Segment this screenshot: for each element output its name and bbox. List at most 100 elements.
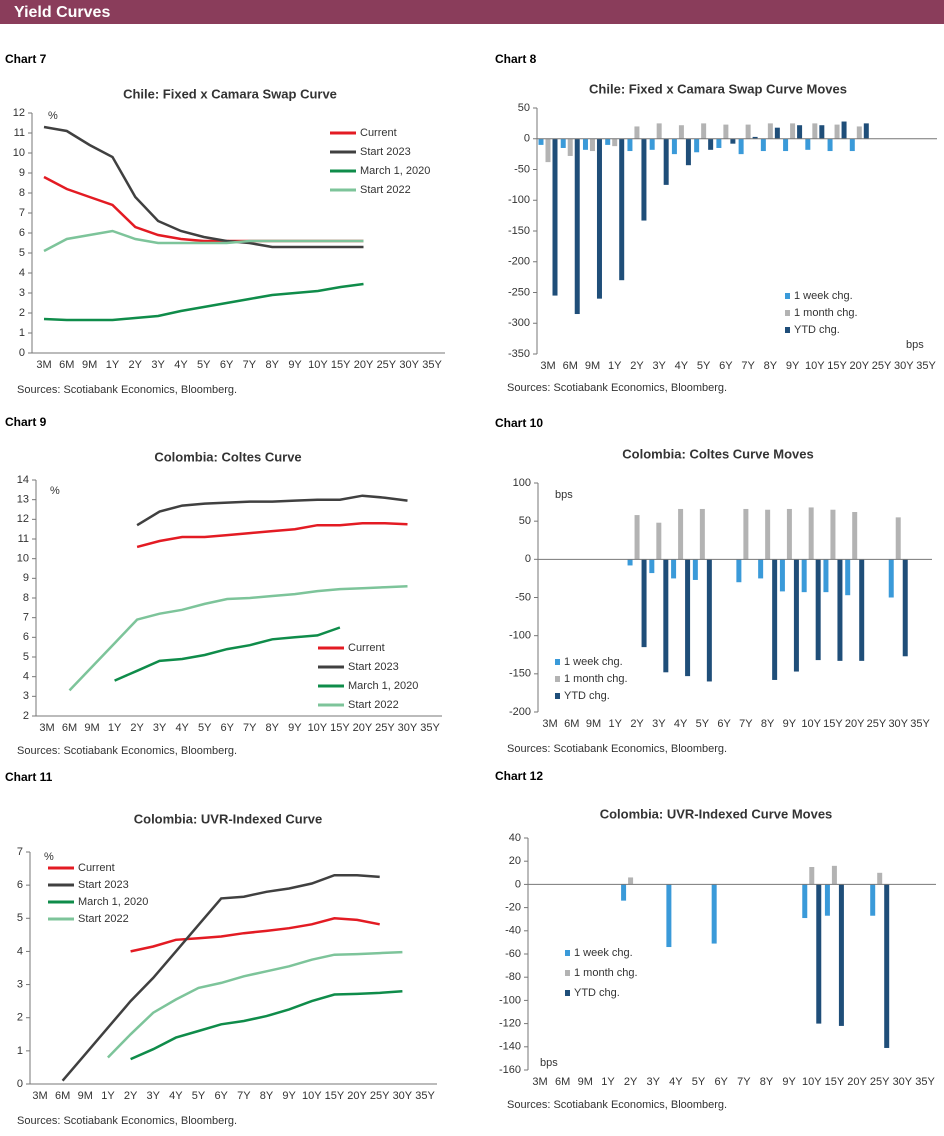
legend-swatch (785, 310, 790, 316)
x-tick-label: 2Y (124, 1090, 138, 1102)
x-tick-label: 6Y (221, 722, 235, 734)
x-tick-label: 1Y (608, 360, 622, 372)
bar (808, 507, 814, 560)
chart-title: Colombia: Coltes Curve (154, 449, 301, 464)
bar (627, 138, 633, 152)
y-tick-label: 10 (13, 147, 25, 159)
chart-label: Chart 11 (5, 770, 53, 784)
y-tick-label: 11 (14, 127, 25, 139)
y-tick-label: 6 (17, 879, 23, 891)
y-tick-label: -200 (508, 256, 530, 268)
x-tick-label: 10Y (801, 718, 821, 730)
y-tick-label: 5 (19, 247, 25, 259)
x-tick-label: 20Y (845, 718, 865, 730)
bar (663, 138, 669, 185)
x-tick-label: 30Y (888, 718, 908, 730)
x-tick-label: 8Y (761, 718, 775, 730)
bar (656, 123, 662, 139)
bar (560, 138, 566, 148)
bar (716, 138, 722, 148)
bar (824, 884, 830, 916)
x-tick-label: 20Y (353, 722, 373, 734)
x-tick-label: 10Y (805, 360, 825, 372)
bar (783, 138, 789, 152)
legend-label: YTD chg. (564, 690, 610, 702)
x-tick-label: 15Y (827, 360, 847, 372)
x-tick-label: 9Y (782, 1076, 796, 1088)
x-tick-label: 30Y (894, 360, 914, 372)
x-tick-label: 6M (563, 360, 578, 372)
x-tick-label: 10Y (302, 1090, 322, 1102)
legend-label: Start 2023 (360, 146, 411, 158)
x-tick-label: 5Y (692, 1076, 706, 1088)
y-tick-label: 6 (23, 631, 29, 643)
y-tick-label: 3 (23, 690, 29, 702)
bar (859, 559, 865, 661)
y-tick-label: 7 (17, 846, 23, 858)
legend-label: Start 2023 (348, 661, 399, 673)
bar (656, 522, 662, 560)
bar (552, 138, 558, 296)
x-tick-label: 6Y (714, 1076, 728, 1088)
x-tick-label: 9Y (786, 360, 800, 372)
y-tick-label: 0 (17, 1078, 23, 1090)
bar (812, 123, 818, 139)
chart-label: Chart 8 (495, 52, 537, 66)
x-tick-label: 15Y (823, 718, 843, 730)
y-tick-label: -250 (508, 286, 530, 298)
x-tick-label: 30Y (393, 1090, 413, 1102)
x-tick-label: 7Y (243, 359, 257, 371)
bar (612, 138, 618, 147)
x-tick-label: 3M (532, 1076, 547, 1088)
y-tick-label: 12 (17, 513, 29, 525)
y-tick-label: -160 (499, 1064, 521, 1076)
bar (767, 123, 773, 139)
bar (621, 884, 627, 901)
x-tick-label: 5Y (197, 359, 211, 371)
legend-swatch (555, 693, 560, 699)
x-tick-label: 3Y (153, 722, 167, 734)
y-tick-label: 8 (23, 592, 29, 604)
bar (545, 138, 551, 163)
x-tick-label: 9Y (288, 722, 302, 734)
x-tick-label: 3M (542, 718, 557, 730)
bar (801, 559, 807, 593)
bar (685, 138, 691, 166)
bar (538, 138, 544, 145)
x-tick-label: 4Y (675, 360, 689, 372)
series-line (136, 494, 408, 527)
chart-label: Chart 10 (495, 416, 543, 430)
series-line (136, 522, 408, 549)
x-tick-label: 5Y (198, 722, 212, 734)
legend-label: 1 month chg. (574, 967, 638, 979)
x-tick-label: 25Y (370, 1090, 390, 1102)
x-tick-label: 10Y (308, 359, 328, 371)
bar (816, 884, 822, 1024)
x-tick-label: 6M (59, 359, 74, 371)
chart-label: Chart 7 (5, 52, 47, 66)
y-unit: bps (540, 1057, 558, 1069)
bar (736, 559, 742, 583)
bar (752, 136, 758, 139)
bar (760, 138, 766, 152)
x-tick-label: 10Y (308, 722, 328, 734)
x-tick-label: 7Y (739, 718, 753, 730)
x-tick-label: 20Y (850, 360, 870, 372)
x-tick-label: 6M (555, 1076, 570, 1088)
x-tick-label: 4Y (174, 359, 188, 371)
y-tick-label: -120 (499, 1018, 521, 1030)
x-tick-label: 6Y (719, 360, 733, 372)
x-tick-label: 3Y (647, 1076, 661, 1088)
bar (877, 872, 883, 885)
y-tick-label: -100 (499, 994, 521, 1006)
legend-label: Start 2023 (78, 879, 129, 891)
y-tick-label: 9 (19, 167, 25, 179)
bar (701, 123, 707, 139)
y-tick-label: 5 (17, 912, 23, 924)
bar (723, 124, 729, 139)
source-note: Sources: Scotiabank Economics, Bloomberg… (507, 743, 727, 755)
legend-swatch (785, 293, 790, 299)
y-tick-label: -150 (508, 225, 530, 237)
legend-label: 1 month chg. (564, 673, 628, 685)
x-tick-label: 7Y (741, 360, 755, 372)
